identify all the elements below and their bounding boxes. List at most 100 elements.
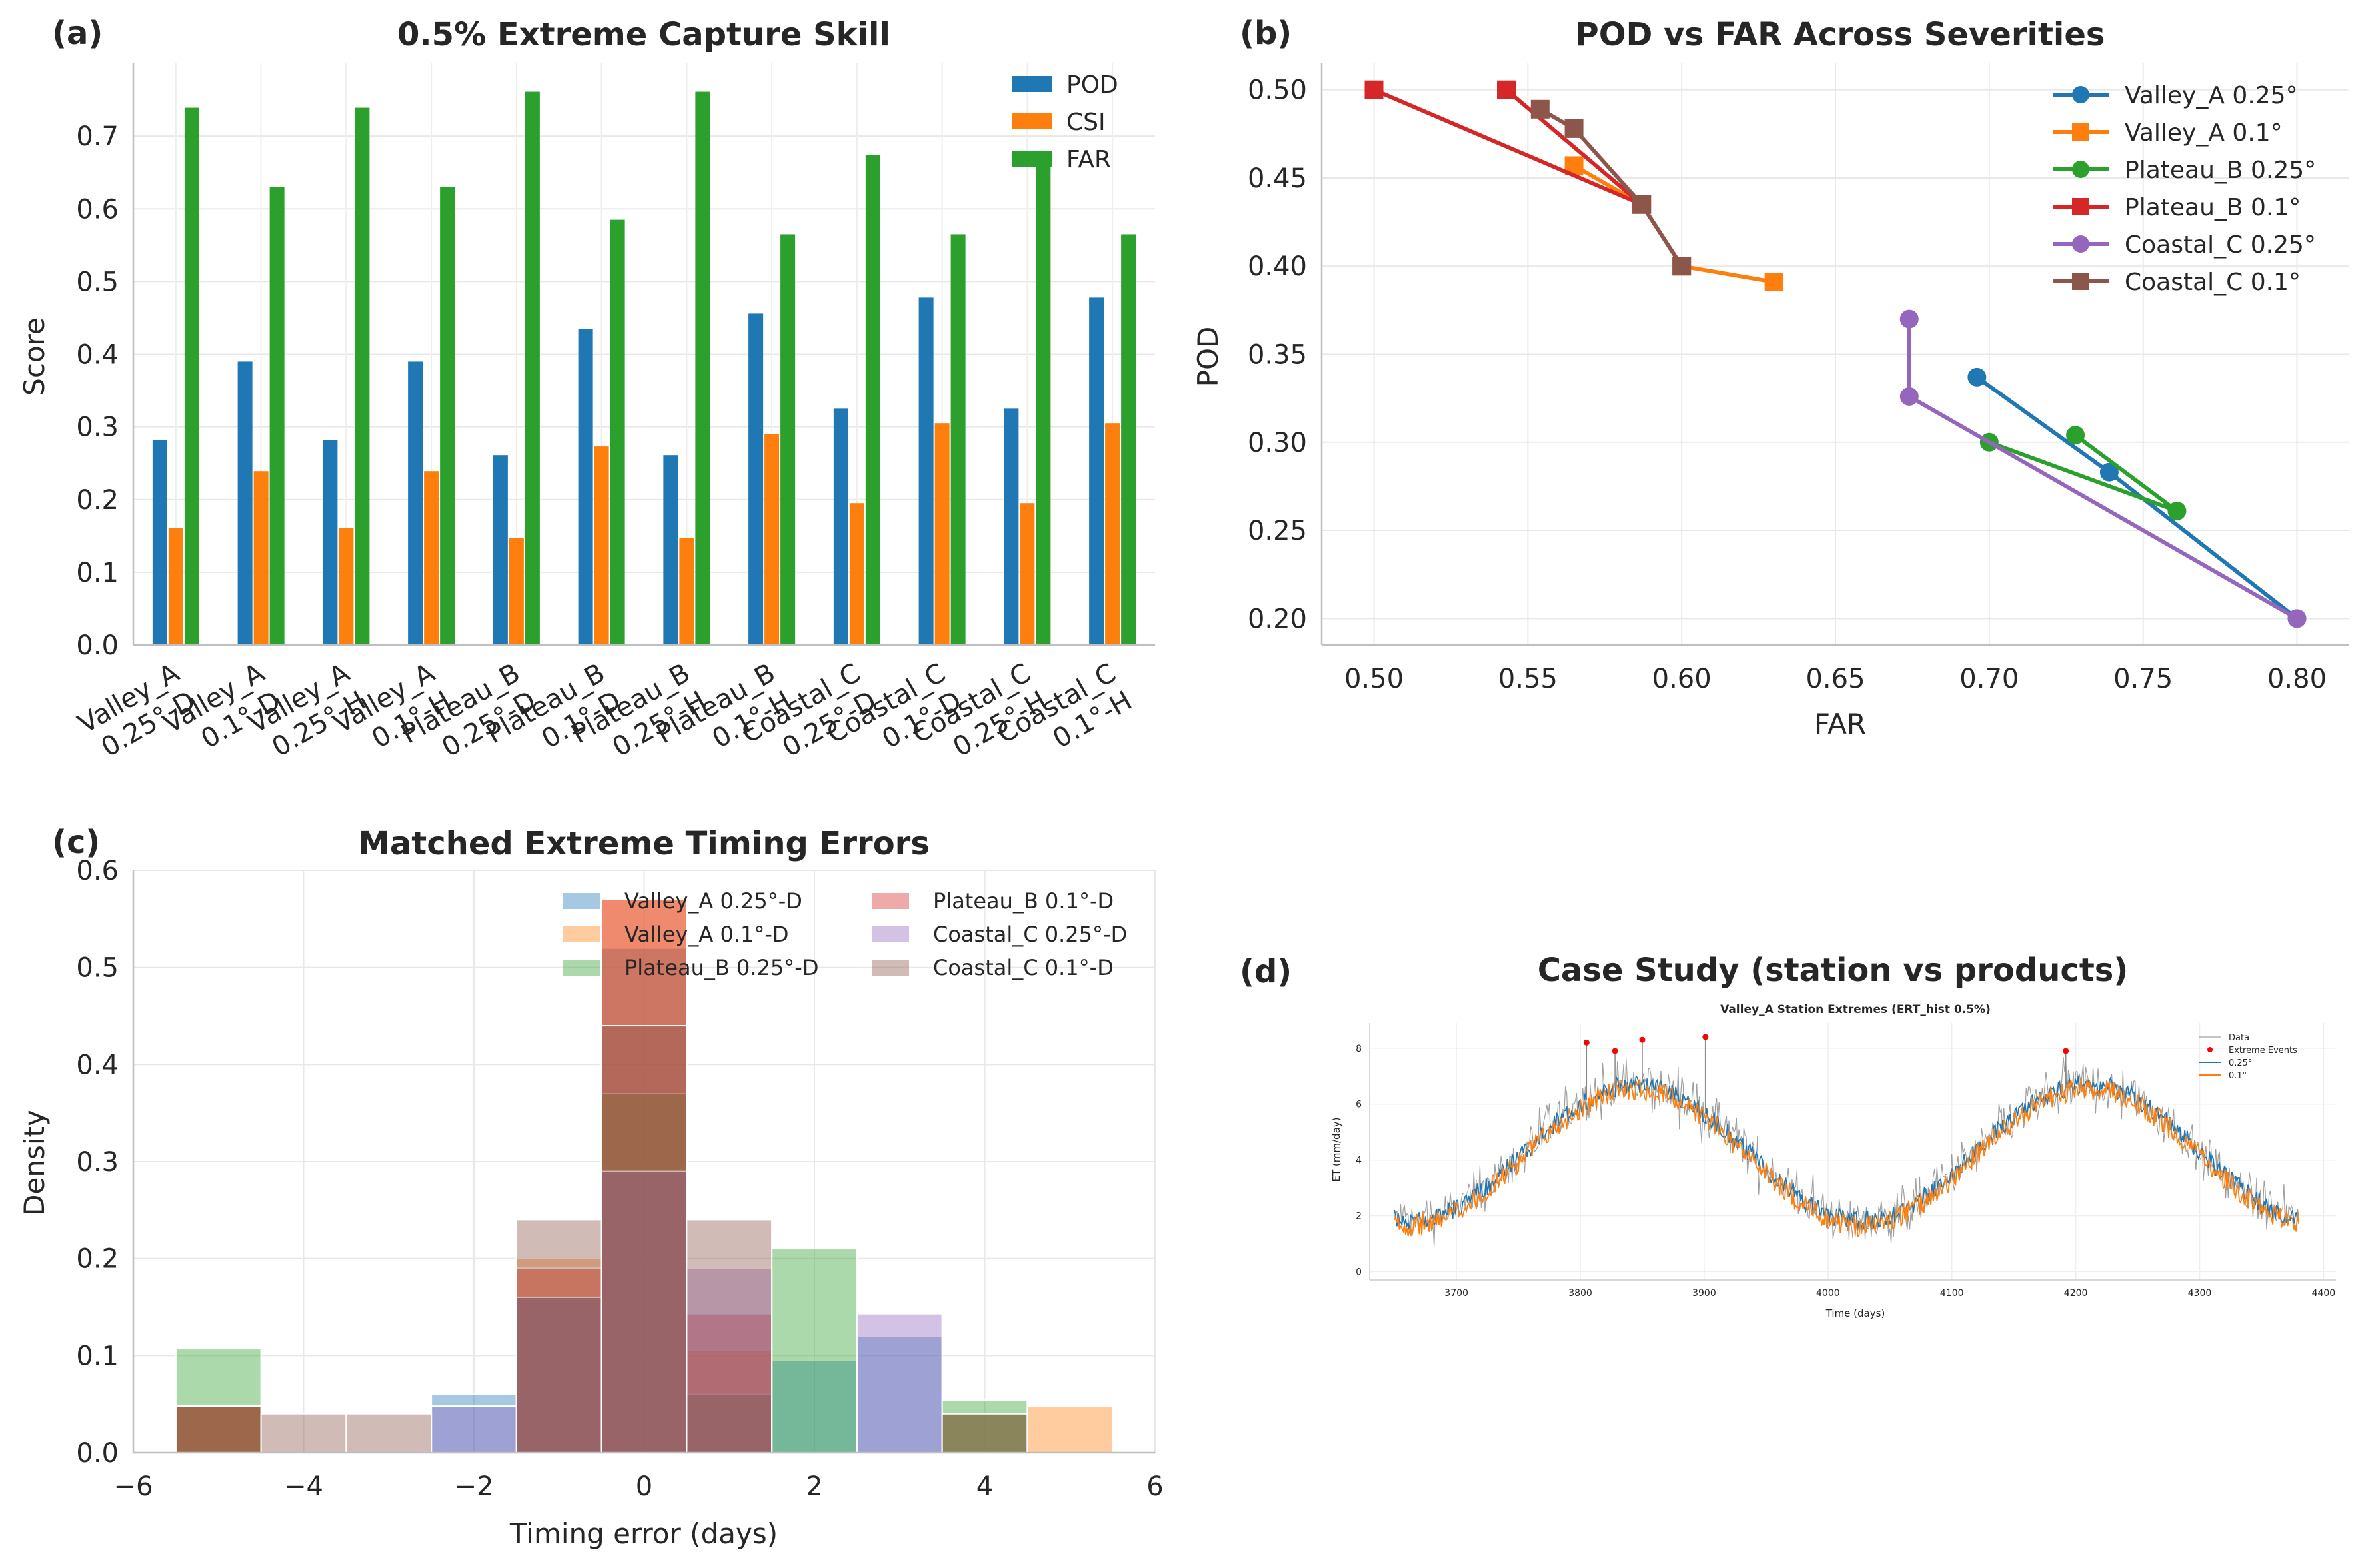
bar-far xyxy=(865,155,880,645)
series-marker-circle xyxy=(2066,426,2085,445)
legend-swatch xyxy=(1012,151,1052,167)
bar-csi xyxy=(424,471,439,645)
bar-far xyxy=(355,107,370,645)
series-marker-square xyxy=(1564,119,1584,138)
legend-swatch xyxy=(1012,113,1052,129)
hist-bar xyxy=(175,1405,262,1454)
x-tick-label: 3800 xyxy=(1568,1288,1592,1299)
hist-bar xyxy=(600,1093,688,1453)
bar-far xyxy=(780,234,796,646)
extreme-event-marker xyxy=(1639,1036,1646,1043)
series-data-line xyxy=(1394,1056,2299,1247)
hist-bar xyxy=(175,1348,262,1454)
bar-pod xyxy=(152,440,167,645)
ylabel-d: ET (mm/day) xyxy=(1330,1118,1342,1182)
legend-label: POD xyxy=(1066,71,1118,99)
title-d: Case Study (station vs products) xyxy=(1538,952,2129,989)
hist-bar xyxy=(431,1393,517,1454)
y-tick-label: 0.35 xyxy=(1248,340,1307,371)
series-marker-circle xyxy=(2099,462,2119,482)
y-tick-label: 6 xyxy=(1356,1100,1362,1110)
hist-bar xyxy=(260,1413,347,1454)
x-tick-label: 0.65 xyxy=(1805,664,1865,694)
legend-marker xyxy=(2072,235,2089,253)
y-tick-label: 0.5 xyxy=(76,267,119,297)
series-marker-square xyxy=(1632,195,1652,214)
x-tick-label: 4200 xyxy=(2064,1288,2088,1299)
ylabel-a: Score xyxy=(18,317,51,396)
y-tick-label: 0.2 xyxy=(76,1244,119,1275)
x-tick-label: 4300 xyxy=(2188,1288,2212,1299)
x-tick-label: 3900 xyxy=(1692,1288,1716,1299)
bar-csi xyxy=(253,471,269,645)
hist-bar xyxy=(515,1219,602,1454)
bar-far xyxy=(1121,234,1136,646)
panel-label-b: (b) xyxy=(1240,15,1292,52)
series-marker-circle xyxy=(1899,387,1919,406)
y-tick-label: 2 xyxy=(1356,1211,1362,1222)
legend-label: Plateau_B 0.25°-D xyxy=(624,955,818,980)
y-tick-label: 0.3 xyxy=(76,1147,119,1177)
legend-swatch xyxy=(563,926,600,942)
legend-swatch xyxy=(563,960,600,976)
xlabel-d: Time (days) xyxy=(1825,1307,1885,1319)
bar-pod xyxy=(408,361,423,645)
hist-bar xyxy=(600,898,688,1453)
legend-swatch xyxy=(1012,76,1052,92)
bar-pod xyxy=(918,297,934,645)
y-tick-label: 0.6 xyxy=(76,194,119,225)
y-tick-label: 0.4 xyxy=(76,340,119,371)
y-tick-label: 0.40 xyxy=(1248,251,1307,282)
ylabel-c: Density xyxy=(18,1110,51,1216)
hist-bar xyxy=(175,1405,262,1454)
legend-label: CSI xyxy=(1066,109,1106,136)
bar-pod xyxy=(1004,408,1019,645)
x-tick-label: 4 xyxy=(976,1471,993,1502)
hist-bar xyxy=(1026,1405,1114,1454)
x-tick-label: 6 xyxy=(1146,1471,1163,1502)
y-tick-label: 0.7 xyxy=(76,121,119,152)
hist-bar xyxy=(515,1296,602,1454)
hist-bar xyxy=(431,1405,517,1454)
legend-marker xyxy=(2072,273,2089,290)
hist-bar xyxy=(600,1025,688,1453)
bar-pod xyxy=(1089,297,1104,645)
series-marker-square xyxy=(1530,99,1550,119)
legend-marker xyxy=(2072,86,2089,103)
x-tick-label: 0.50 xyxy=(1344,664,1404,694)
bar-csi xyxy=(764,434,780,645)
series-marker-circle xyxy=(2287,609,2307,628)
x-tick-label: 3700 xyxy=(1444,1288,1468,1299)
hist-bar xyxy=(686,1393,773,1454)
hist-bar xyxy=(856,1313,943,1453)
title-b: POD vs FAR Across Severities xyxy=(1576,16,2105,53)
legend-swatch xyxy=(872,926,909,942)
legend-label: Valley_A 0.25° xyxy=(2125,82,2298,109)
hist-bar xyxy=(175,1405,262,1454)
series-marker-square xyxy=(1764,273,1783,292)
hist-bar xyxy=(941,1413,1028,1454)
panel-label-c: (c) xyxy=(52,824,100,861)
bar-far xyxy=(695,91,710,646)
legend-label: 0.1° xyxy=(2229,1071,2247,1081)
bar-pod xyxy=(237,361,253,645)
hist-bar xyxy=(686,1393,773,1454)
bar-pod xyxy=(748,313,764,645)
legend-marker xyxy=(2072,198,2089,215)
bar-pod xyxy=(323,440,338,645)
bar-csi xyxy=(849,503,864,645)
legend-label: FAR xyxy=(1066,146,1111,173)
bar-csi xyxy=(168,528,183,645)
x-tick-label: −4 xyxy=(284,1471,323,1502)
legend-swatch xyxy=(872,893,909,909)
hist-bar xyxy=(515,1267,602,1453)
y-tick-label: 0.0 xyxy=(76,1438,119,1469)
legend-label: Extreme Events xyxy=(2229,1046,2297,1056)
title-c: Matched Extreme Timing Errors xyxy=(358,825,930,862)
hist-bar xyxy=(771,1359,858,1454)
bar-csi xyxy=(934,423,950,645)
panel-c: 0.0 0.1 0.2 0.3 0.4 0.5 0.6 −6 −4 −2 0 2 4 6 Valley_A … xyxy=(76,856,1163,1502)
hist-bar xyxy=(941,1399,1028,1454)
y-tick-label: 0.2 xyxy=(76,485,119,516)
legend-label: Data xyxy=(2229,1033,2249,1043)
